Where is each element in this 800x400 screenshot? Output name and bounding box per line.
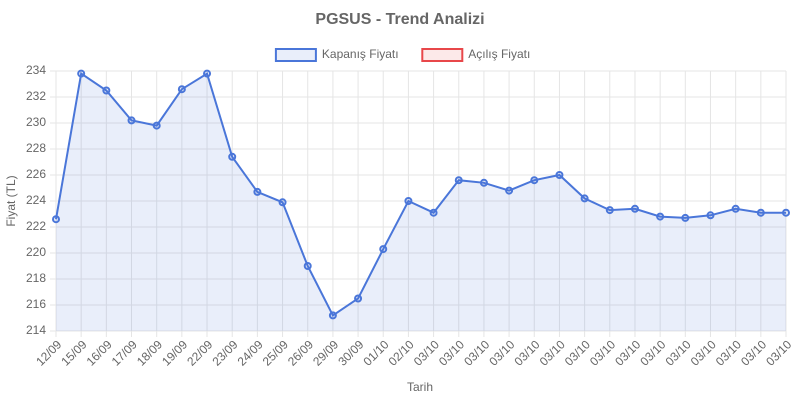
point bbox=[152, 121, 161, 130]
x-tick-label: 03/10 bbox=[512, 337, 543, 368]
point bbox=[580, 194, 589, 203]
x-tick-label: 03/10 bbox=[587, 337, 618, 368]
point bbox=[429, 208, 438, 217]
point bbox=[782, 208, 790, 217]
x-axis-label: Tarih bbox=[407, 380, 433, 394]
point bbox=[756, 208, 765, 217]
x-tick-label: 02/10 bbox=[386, 337, 417, 368]
point bbox=[77, 69, 86, 78]
chart-title: PGSUS - Trend Analizi bbox=[315, 11, 484, 28]
x-tick-label: 03/10 bbox=[537, 337, 568, 368]
x-tick-label: 03/10 bbox=[486, 337, 517, 368]
point bbox=[253, 187, 262, 196]
x-tick-label: 03/10 bbox=[612, 337, 643, 368]
point bbox=[479, 178, 488, 187]
x-tick-label: 19/09 bbox=[159, 337, 190, 368]
point bbox=[177, 85, 186, 94]
y-tick-label: 222 bbox=[26, 219, 46, 233]
point bbox=[354, 294, 363, 303]
point bbox=[328, 311, 337, 320]
x-tick-label: 01/10 bbox=[360, 337, 391, 368]
x-tick-label: 12/09 bbox=[33, 337, 64, 368]
y-axis-label: Fiyat (TL) bbox=[4, 175, 18, 226]
area bbox=[56, 73, 786, 331]
y-tick-label: 220 bbox=[26, 245, 46, 259]
legend-label: Açılış Fiyatı bbox=[468, 47, 530, 61]
y-tick-label: 230 bbox=[26, 115, 46, 129]
x-tick-label: 03/10 bbox=[688, 337, 719, 368]
y-tick-label: 214 bbox=[26, 323, 46, 337]
point bbox=[454, 176, 463, 185]
y-tick-label: 234 bbox=[26, 63, 46, 77]
x-tick-label: 03/10 bbox=[637, 337, 668, 368]
x-tick-label: 25/09 bbox=[260, 337, 291, 368]
legend-swatch bbox=[274, 48, 317, 62]
point bbox=[555, 171, 564, 179]
point bbox=[102, 86, 111, 95]
point bbox=[228, 152, 237, 161]
y-tick-label: 218 bbox=[26, 271, 46, 285]
x-tick-label: 24/09 bbox=[235, 337, 266, 368]
legend-label: Kapanış Fiyatı bbox=[322, 47, 399, 61]
x-tick-label: 03/10 bbox=[738, 337, 769, 368]
x-tick-label: 17/09 bbox=[109, 337, 140, 368]
point bbox=[530, 176, 539, 185]
x-tick-label: 26/09 bbox=[285, 337, 316, 368]
legend-swatch bbox=[421, 48, 464, 62]
point bbox=[630, 204, 639, 213]
x-tick-label: 30/09 bbox=[335, 337, 366, 368]
point bbox=[731, 204, 740, 213]
x-tick-label: 03/10 bbox=[562, 337, 593, 368]
y-tick-label: 232 bbox=[26, 89, 46, 103]
x-tick-label: 03/10 bbox=[436, 337, 467, 368]
point bbox=[404, 197, 413, 205]
y-tick-label: 228 bbox=[26, 141, 46, 155]
y-tick-label: 216 bbox=[26, 297, 46, 311]
x-tick-label: 23/09 bbox=[209, 337, 240, 368]
x-tick-label: 03/10 bbox=[411, 337, 442, 368]
x-tick-label: 16/09 bbox=[84, 337, 115, 368]
point bbox=[505, 186, 514, 195]
line bbox=[55, 71, 786, 317]
point bbox=[379, 245, 388, 254]
point bbox=[278, 198, 287, 207]
x-tick-label: 29/09 bbox=[310, 337, 341, 368]
point bbox=[303, 262, 312, 270]
x-tick-label: 18/09 bbox=[134, 337, 165, 368]
point bbox=[656, 212, 665, 221]
point bbox=[706, 211, 715, 220]
point bbox=[52, 215, 60, 224]
point bbox=[127, 116, 136, 125]
point bbox=[681, 213, 690, 222]
x-tick-label: 03/10 bbox=[763, 337, 794, 368]
x-tick-label: 15/09 bbox=[58, 337, 89, 368]
y-tick-label: 224 bbox=[26, 193, 46, 207]
y-tick-label: 226 bbox=[26, 167, 46, 181]
x-tick-label: 22/09 bbox=[184, 337, 215, 368]
x-tick-label: 03/10 bbox=[713, 337, 744, 368]
x-tick-label: 03/10 bbox=[663, 337, 694, 368]
point bbox=[605, 206, 614, 215]
x-tick-label: 03/10 bbox=[461, 337, 492, 368]
point bbox=[203, 69, 212, 78]
